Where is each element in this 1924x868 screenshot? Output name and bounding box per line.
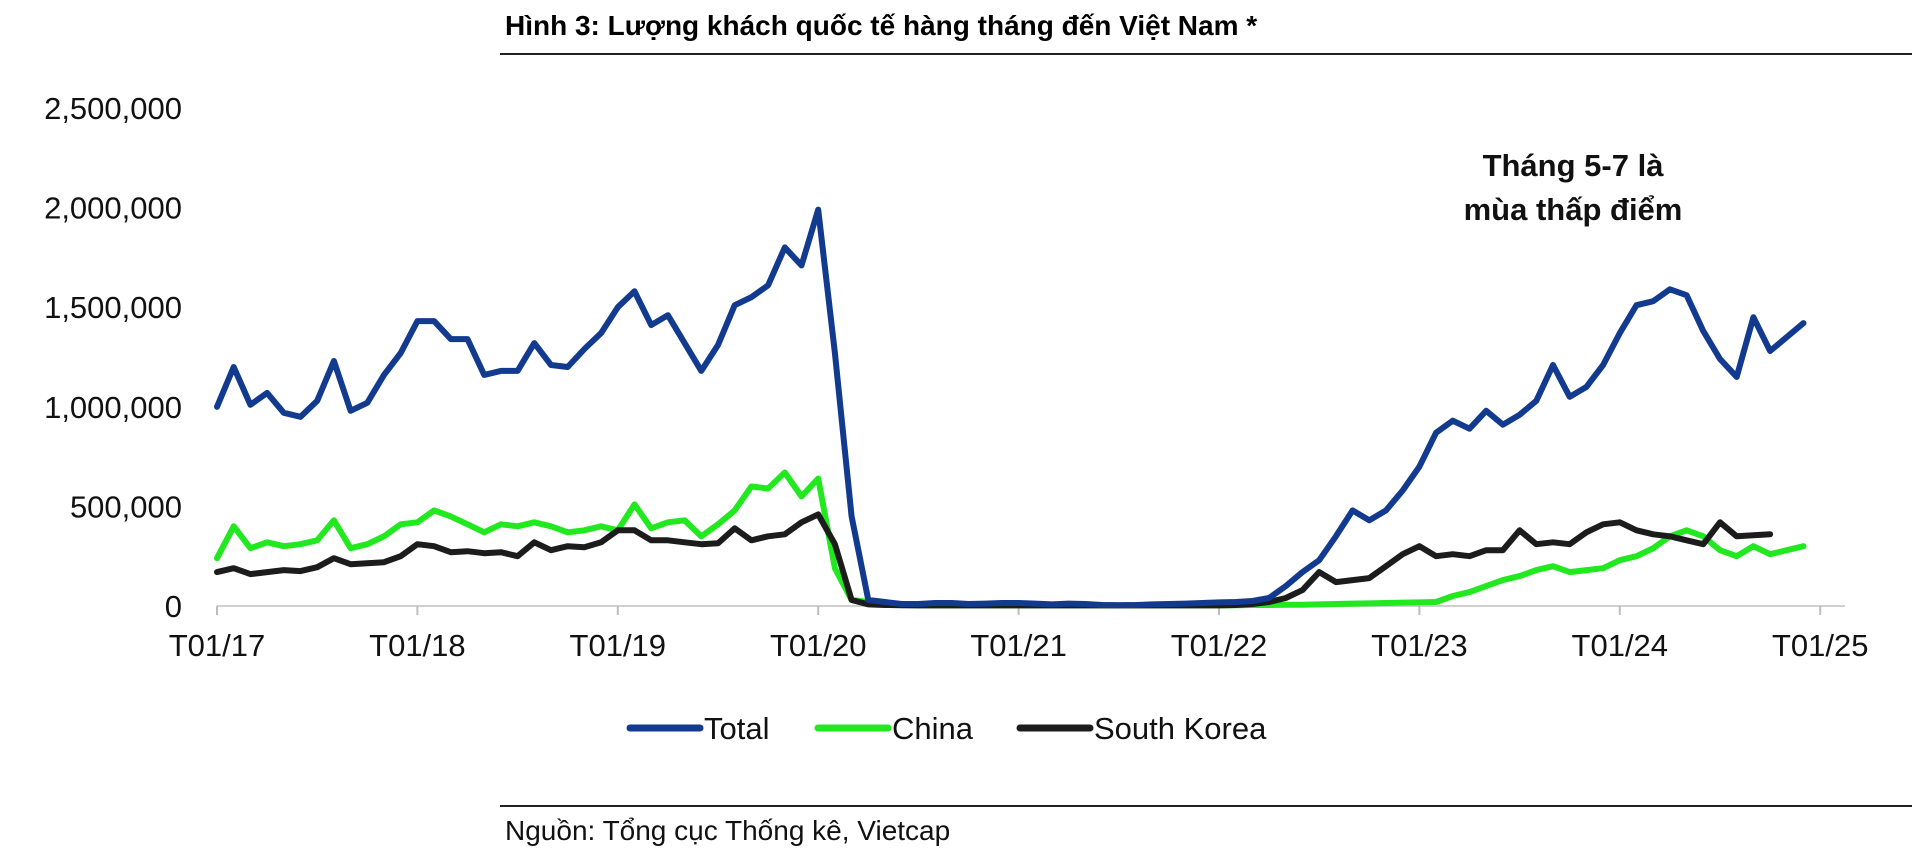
annotation: Tháng 5-7 là mùa thấp điểm	[1464, 148, 1683, 227]
legend-label: South Korea	[1094, 711, 1267, 746]
annotation-line-2: mùa thấp điểm	[1464, 192, 1683, 227]
y-tick-label: 2,000,000	[44, 191, 182, 226]
x-tick-label: T01/23	[1371, 628, 1468, 663]
y-tick-label: 1,000,000	[44, 390, 182, 425]
x-tick-label: T01/21	[970, 628, 1067, 663]
series-line-south-korea	[214, 511, 1774, 609]
y-tick-label: 1,500,000	[44, 290, 182, 325]
y-axis-labels: 0 500,000 1,000,000 1,500,000 2,000,000 2,500…	[44, 91, 182, 624]
x-tick-label: T01/18	[369, 628, 466, 663]
legend: Total China South Korea	[626, 711, 1267, 746]
x-axis: T01/17 T01/18 T01/19 T01/20 T01/21 T01/22 T01/…	[169, 605, 1869, 663]
x-tick-label: T01/20	[770, 628, 867, 663]
x-tick-label: T01/22	[1171, 628, 1268, 663]
y-tick-label: 500,000	[70, 489, 182, 524]
y-tick-label: 0	[165, 589, 182, 624]
x-tick-label: T01/19	[570, 628, 667, 663]
x-tick-label: T01/25	[1772, 628, 1869, 663]
y-tick-label: 2,500,000	[44, 91, 182, 126]
chart-title: Hình 3: Lượng khách quốc tế hàng tháng đ…	[505, 10, 1257, 41]
series-line-total	[214, 206, 1807, 609]
legend-label: China	[892, 711, 974, 746]
x-tick-label: T01/24	[1572, 628, 1669, 663]
series-line-china	[214, 469, 1807, 609]
legend-label: Total	[704, 711, 769, 746]
x-tick-label: T01/17	[169, 628, 266, 663]
series-lines	[214, 206, 1807, 609]
annotation-line-1: Tháng 5-7 là	[1483, 148, 1665, 183]
source-note: Nguồn: Tổng cục Thống kê, Vietcap	[505, 815, 950, 846]
